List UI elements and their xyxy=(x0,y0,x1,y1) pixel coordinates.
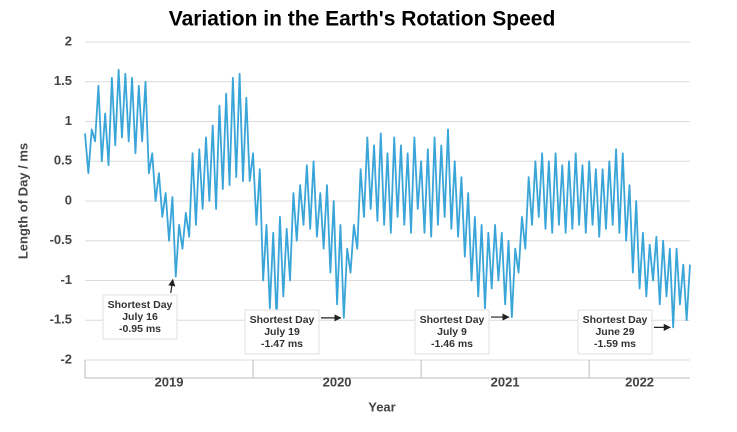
annotation-arrow xyxy=(168,278,176,294)
y-tick-label: -2 xyxy=(60,351,72,366)
x-tick-label: 2022 xyxy=(625,374,654,389)
y-tick-label: -1 xyxy=(60,272,72,287)
annotation-value: -1.46 ms xyxy=(431,338,473,350)
x-axis-label: Year xyxy=(368,399,395,414)
x-tick-label: 2020 xyxy=(323,374,352,389)
y-tick-label: -0.5 xyxy=(50,232,72,247)
annotation-date: June 29 xyxy=(595,326,634,338)
annotation-value: -1.59 ms xyxy=(594,338,636,350)
annotation-box xyxy=(414,309,490,355)
x-tick-label: 2019 xyxy=(155,374,184,389)
y-tick-label: 0 xyxy=(65,192,72,207)
y-tick-label: -1.5 xyxy=(50,312,72,327)
annotation-date: July 9 xyxy=(437,326,467,338)
y-tick-label: 0.5 xyxy=(54,153,72,168)
chart-title: Variation in the Earth's Rotation Speed xyxy=(169,8,556,31)
annotation-title: Shortest Day xyxy=(583,314,648,326)
annotation-title: Shortest Day xyxy=(108,299,173,311)
data-line xyxy=(84,68,691,329)
annotation-title: Shortest Day xyxy=(250,314,315,326)
annotation-value: -0.95 ms xyxy=(119,323,161,335)
annotation-date: July 16 xyxy=(122,311,158,323)
annotation-date: July 19 xyxy=(264,326,300,338)
annotation-value: -1.47 ms xyxy=(261,338,303,350)
y-axis-label: Length of Day / ms xyxy=(15,143,30,259)
y-tick-label: 1.5 xyxy=(54,73,72,88)
annotation-box xyxy=(577,309,653,355)
y-tick-label: 2 xyxy=(65,33,72,48)
x-tick-label: 2021 xyxy=(491,374,520,389)
y-tick-label: 1 xyxy=(65,113,72,128)
annotation-box xyxy=(244,309,320,355)
annotation-box xyxy=(102,294,178,340)
annotation-title: Shortest Day xyxy=(420,314,485,326)
